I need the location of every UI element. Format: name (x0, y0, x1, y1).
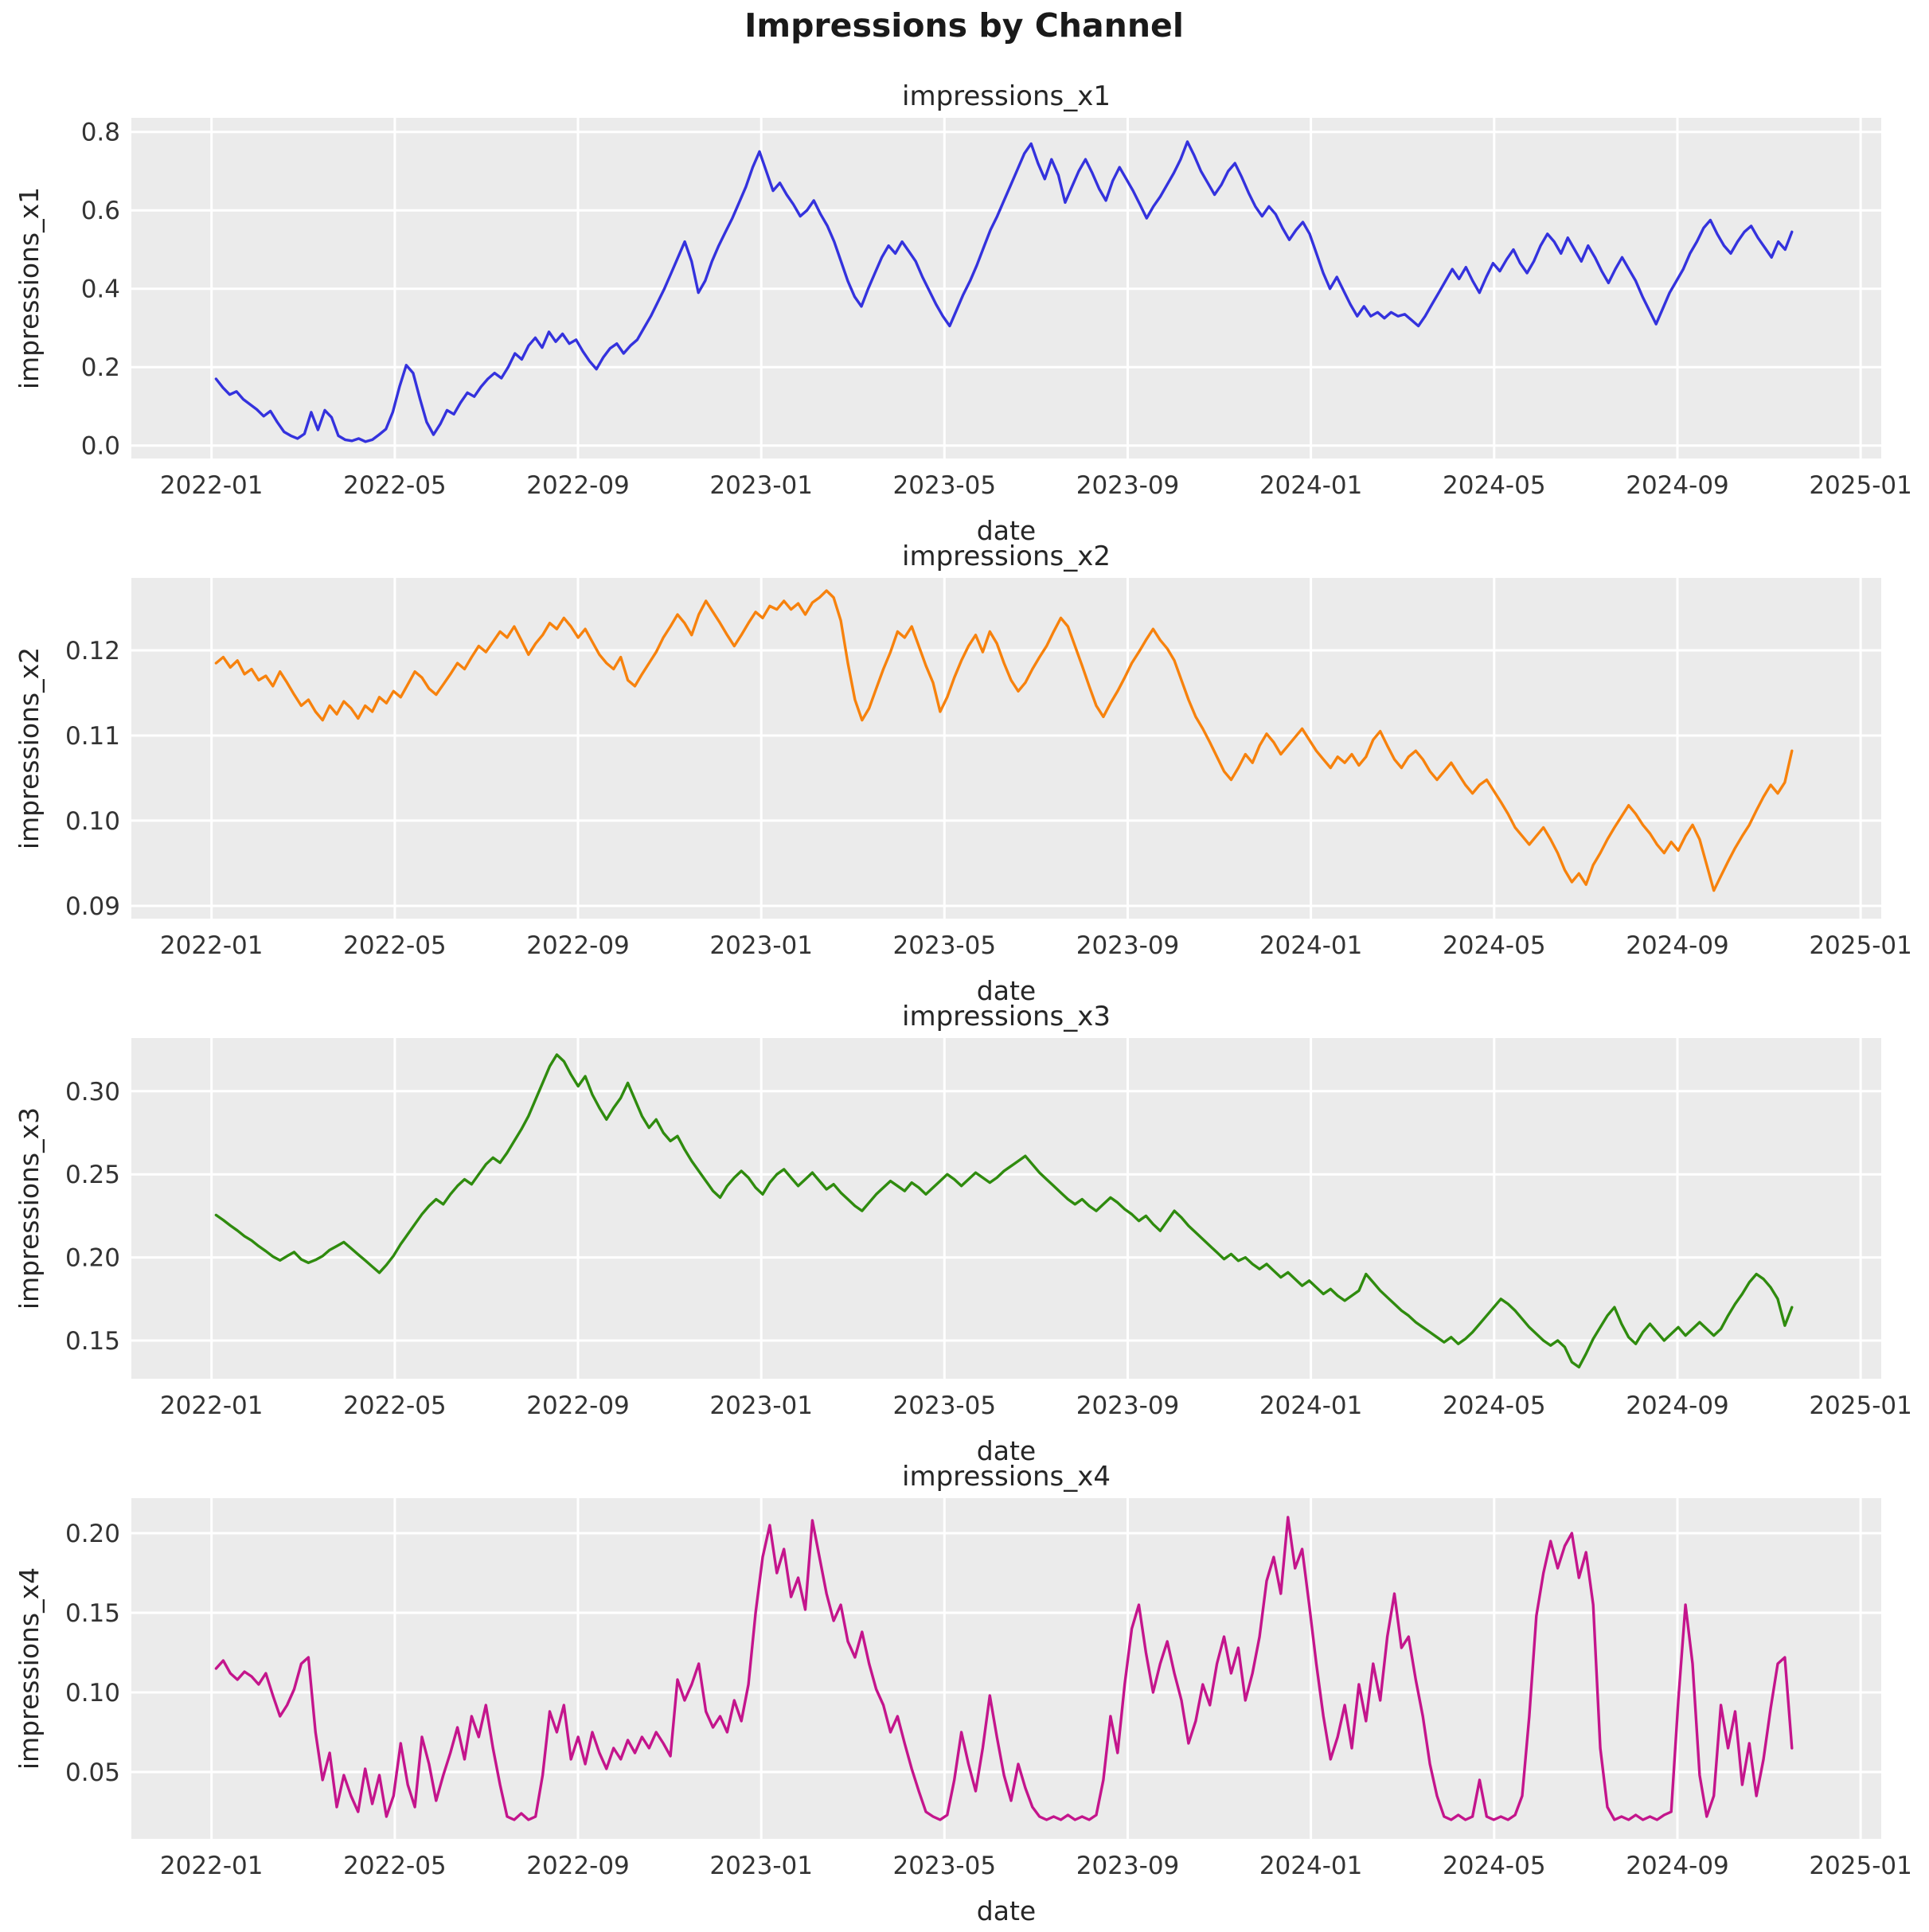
x-tick-label: 2023-05 (893, 931, 997, 960)
y-tick-label: 0.05 (65, 1758, 120, 1787)
x-tick-label: 2023-09 (1076, 471, 1180, 500)
x-tick-label: 2024-01 (1259, 1391, 1363, 1420)
y-tick-label: 0.15 (65, 1327, 120, 1356)
y-axis-label: impressions_x1 (14, 187, 45, 389)
plot-area (131, 578, 1881, 919)
x-tick-labels: 2022-01 2022-05 2022-09 2023-01 2023-05 2023-… (160, 1852, 1912, 1880)
gridlines (131, 578, 1881, 919)
y-tick-label: 0.2 (81, 353, 120, 382)
y-tick-label: 0.20 (65, 1244, 120, 1273)
x-tick-label: 2023-09 (1076, 1852, 1180, 1880)
y-axis-label: impressions_x3 (14, 1107, 45, 1309)
y-tick-label: 0.20 (65, 1520, 120, 1548)
y-tick-label: 0.10 (65, 1679, 120, 1708)
x-tick-label: 2024-09 (1626, 1391, 1729, 1420)
x-axis-label: date (977, 1435, 1036, 1466)
x-tick-label: 2024-01 (1259, 1852, 1363, 1880)
x-tick-label: 2022-05 (343, 471, 447, 500)
x-tick-label: 2023-09 (1076, 1391, 1180, 1420)
x-tick-label: 2022-01 (160, 1391, 264, 1420)
y-axis-label: impressions_x4 (14, 1567, 45, 1770)
y-tick-label: 0.4 (81, 275, 120, 304)
x-tick-label: 2022-05 (343, 931, 447, 960)
line-impressions-x3 (214, 1053, 1794, 1369)
x-tick-label: 2022-05 (343, 1852, 447, 1880)
line-impressions-x1 (214, 140, 1794, 443)
x-tick-label: 2022-09 (526, 1391, 630, 1420)
plot-area (131, 1038, 1881, 1379)
y-tick-label: 0.25 (65, 1161, 120, 1189)
figure-title: Impressions by Channel (744, 6, 1184, 45)
x-tick-label: 2022-09 (526, 471, 630, 500)
y-tick-label: 0.12 (65, 637, 120, 665)
y-tick-label: 0.8 (81, 119, 120, 147)
x-tick-label: 2024-01 (1259, 471, 1363, 500)
x-tick-label: 2024-05 (1443, 931, 1546, 960)
x-axis-label: date (977, 1895, 1036, 1926)
x-tick-label: 2022-09 (526, 931, 630, 960)
y-tick-label: 0.09 (65, 892, 120, 921)
x-tick-label: 2024-01 (1259, 931, 1363, 960)
x-tick-labels: 2022-01 2022-05 2022-09 2023-01 2023-05 2023-… (160, 1391, 1912, 1420)
x-tick-label: 2023-05 (893, 1391, 997, 1420)
x-tick-label: 2025-01 (1809, 931, 1912, 960)
subplot-title: impressions_x4 (902, 1461, 1111, 1493)
line-impressions-x4 (214, 1516, 1794, 1821)
x-tick-labels: 2022-01 2022-05 2022-09 2023-01 2023-05 2023-… (160, 471, 1912, 500)
subplot-impressions-x3: impressions_x3 impressions_x3 date 2022-… (14, 1001, 1912, 1466)
y-tick-label: 0.10 (65, 807, 120, 836)
y-tick-label: 0.0 (81, 432, 120, 461)
subplot-impressions-x1: impressions_x1 impressions_x1 date 2022-… (14, 80, 1912, 546)
x-tick-label: 2023-09 (1076, 931, 1180, 960)
x-tick-label: 2025-01 (1809, 1391, 1912, 1420)
x-tick-label: 2024-05 (1443, 471, 1546, 500)
x-tick-label: 2022-01 (160, 1852, 264, 1880)
x-tick-label: 2023-01 (709, 1852, 813, 1880)
x-tick-label: 2023-01 (709, 1391, 813, 1420)
x-tick-label: 2025-01 (1809, 471, 1912, 500)
y-tick-labels: 0.0 0.2 0.4 0.6 0.8 (81, 119, 120, 461)
line-impressions-x2 (214, 589, 1794, 892)
y-tick-labels: 0.09 0.10 0.11 0.12 (65, 637, 120, 921)
y-tick-label: 0.6 (81, 197, 120, 225)
y-tick-label: 0.30 (65, 1078, 120, 1107)
x-tick-label: 2025-01 (1809, 1852, 1912, 1880)
subplot-title: impressions_x1 (902, 80, 1111, 112)
gridlines (131, 1498, 1881, 1839)
x-tick-label: 2023-05 (893, 471, 997, 500)
y-tick-labels: 0.05 0.10 0.15 0.20 (65, 1520, 120, 1787)
x-tick-label: 2024-05 (1443, 1391, 1546, 1420)
x-tick-label: 2022-05 (343, 1391, 447, 1420)
y-axis-label: impressions_x2 (14, 647, 45, 849)
x-tick-label: 2022-01 (160, 931, 264, 960)
y-tick-labels: 0.15 0.20 0.25 0.30 (65, 1078, 120, 1356)
x-tick-label: 2022-01 (160, 471, 264, 500)
x-tick-label: 2023-01 (709, 471, 813, 500)
x-tick-label: 2024-09 (1626, 1852, 1729, 1880)
y-tick-label: 0.11 (65, 722, 120, 751)
x-axis-label: date (977, 515, 1036, 546)
subplot-impressions-x4: impressions_x4 impressions_x4 date 2022-… (14, 1461, 1912, 1926)
x-tick-label: 2024-05 (1443, 1852, 1546, 1880)
gridlines (131, 1038, 1881, 1379)
x-tick-label: 2023-05 (893, 1852, 997, 1880)
y-tick-label: 0.15 (65, 1599, 120, 1628)
subplot-title: impressions_x2 (902, 541, 1111, 572)
x-tick-label: 2022-09 (526, 1852, 630, 1880)
x-axis-label: date (977, 975, 1036, 1006)
x-tick-labels: 2022-01 2022-05 2022-09 2023-01 2023-05 2023-… (160, 931, 1912, 960)
gridlines (131, 118, 1881, 459)
x-tick-label: 2024-09 (1626, 931, 1729, 960)
x-tick-label: 2023-01 (709, 931, 813, 960)
x-tick-label: 2024-09 (1626, 471, 1729, 500)
subplot-title: impressions_x3 (902, 1001, 1111, 1032)
subplot-impressions-x2: impressions_x2 impressions_x2 date 2022-… (14, 541, 1912, 1006)
